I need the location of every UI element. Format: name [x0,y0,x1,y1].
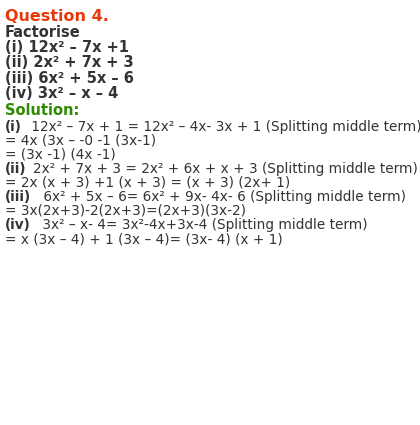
Text: = 2x (x + 3) +1 (x + 3) = (x + 3) (2x+ 1): = 2x (x + 3) +1 (x + 3) = (x + 3) (2x+ 1… [5,176,290,190]
Text: = x (3x – 4) + 1 (3x – 4)= (3x- 4) (x + 1): = x (3x – 4) + 1 (3x – 4)= (3x- 4) (x + … [5,232,283,246]
Text: (iii): (iii) [5,190,31,204]
Text: (i): (i) [5,120,22,134]
Text: = 4x (3x – -0 -1 (3x-1): = 4x (3x – -0 -1 (3x-1) [5,134,156,148]
Text: = 3x(2x+3)-2(2x+3)=(2x+3)(3x-2): = 3x(2x+3)-2(2x+3)=(2x+3)(3x-2) [5,204,246,218]
Text: 2x² + 7x + 3 = 2x² + 6x + x + 3 (Splitting middle term): 2x² + 7x + 3 = 2x² + 6x + x + 3 (Splitti… [33,162,417,176]
Text: = (3x -1) (4x -1): = (3x -1) (4x -1) [5,148,116,162]
Text: (ii): (ii) [5,162,26,176]
Text: 6x² + 5x – 6= 6x² + 9x- 4x- 6 (Splitting middle term): 6x² + 5x – 6= 6x² + 9x- 4x- 6 (Splitting… [39,190,406,204]
Text: Factorise: Factorise [5,25,81,40]
Text: 3x² – x- 4= 3x²-4x+3x-4 (Splitting middle term): 3x² – x- 4= 3x²-4x+3x-4 (Splitting middl… [38,218,368,232]
Text: (i) 12x² – 7x +1: (i) 12x² – 7x +1 [5,40,129,55]
Text: (iv): (iv) [5,218,31,232]
Text: Solution:: Solution: [5,103,79,118]
Text: Question 4.: Question 4. [5,9,109,24]
Text: (ii) 2x² + 7x + 3: (ii) 2x² + 7x + 3 [5,55,134,70]
Text: 12x² – 7x + 1 = 12x² – 4x- 3x + 1 (Splitting middle term): 12x² – 7x + 1 = 12x² – 4x- 3x + 1 (Split… [27,120,420,134]
Text: (iv) 3x² – x – 4: (iv) 3x² – x – 4 [5,86,118,101]
Text: (iii) 6x² + 5x – 6: (iii) 6x² + 5x – 6 [5,71,134,85]
